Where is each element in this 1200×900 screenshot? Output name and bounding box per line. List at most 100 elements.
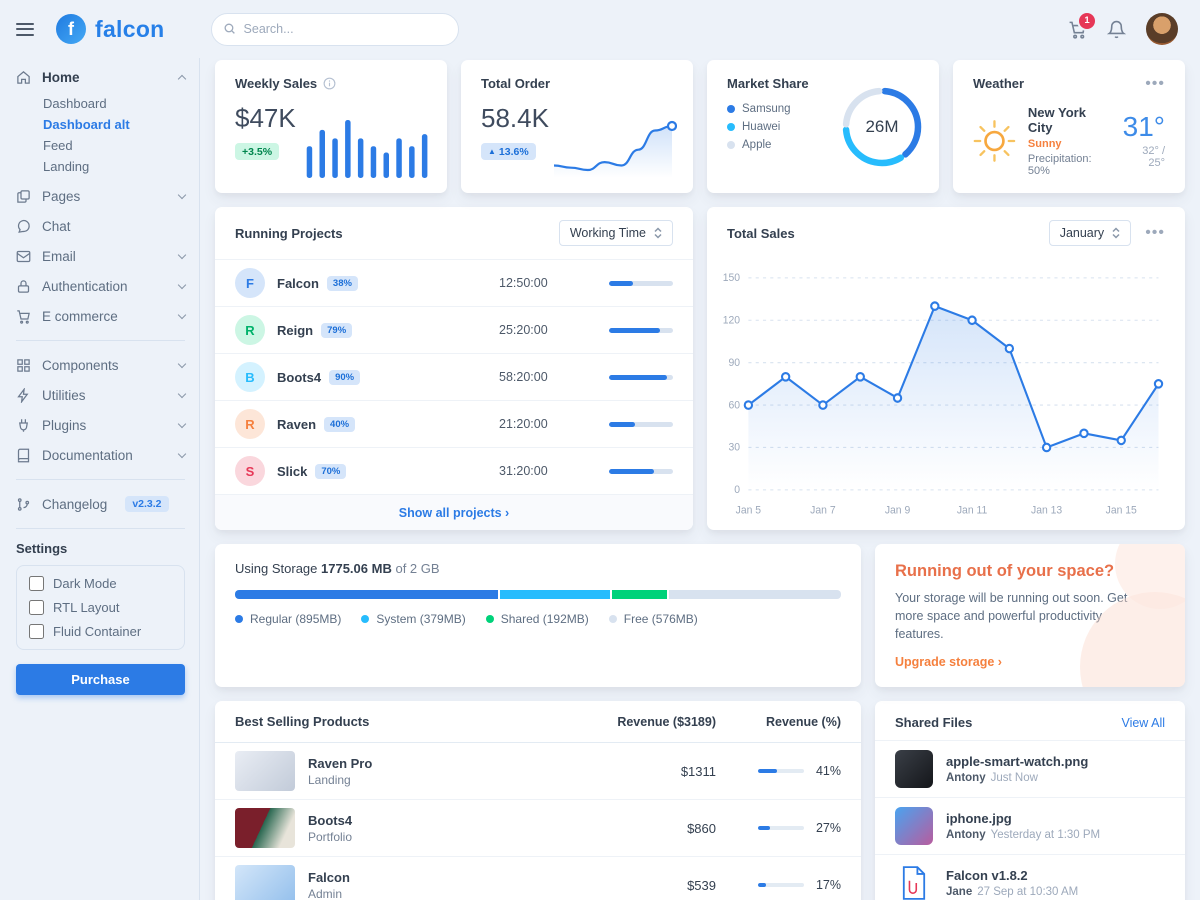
shared-files-card: Shared Files View All apple-smart-watch.… [875,701,1185,900]
weather-condition: Sunny [1027,138,1062,150]
pages-icon [17,189,30,203]
sidebar-item-dashboard[interactable]: Dashboard [43,96,107,111]
storage-legend: Regular (895MB) System (379MB) Shared (1… [235,612,841,626]
rtl-checkbox[interactable] [29,600,44,615]
legend-dot [485,615,494,623]
product-revenue: $539 [687,877,716,893]
menu-toggle-icon[interactable] [16,19,34,39]
project-time: 25:20:00 [499,323,548,337]
project-avatar: R [235,315,265,345]
upgrade-space-card: Running out of your space? Your storage … [875,544,1185,688]
product-row[interactable]: Falcon Admin $539 17% [215,857,861,900]
project-row[interactable]: F Falcon 38% 12:50:00 [215,259,693,306]
progress-badge: 38% [326,275,358,291]
product-row[interactable]: Boots4 Portfolio $860 27% [215,800,861,858]
project-row[interactable]: B Boots4 90% 58:20:00 [215,353,693,400]
fluid-checkbox[interactable] [29,624,44,639]
sidebar-item-documentation[interactable]: Documentation [16,440,187,470]
legend-dot [727,105,735,113]
sidebar-item-ecommerce[interactable]: E commerce [16,301,187,331]
view-all-link[interactable]: View All [1121,715,1165,730]
sidebar-item-components[interactable]: Components [16,350,187,380]
project-row[interactable]: R Raven 40% 21:20:00 [215,400,693,447]
show-all-projects-link[interactable]: Show all projects › [398,506,510,520]
revenue-pct: 27% [815,821,841,836]
total-sales-card: Total Sales January ••• 0 30 60 90 120 1… [707,207,1185,530]
svg-text:60: 60 [728,399,740,411]
market-share-legend: Samsung Huawei Apple [727,103,919,151]
svg-text:90: 90 [728,357,740,369]
user-avatar[interactable] [1146,13,1178,45]
svg-text:Jan 9: Jan 9 [885,504,911,516]
file-item[interactable]: Falcon v1.8.2 Jane 27 Sep at 10:30 AM [875,854,1185,900]
falcon-logo-icon: f [56,14,86,44]
weekly-sales-card: Weekly Sales $47K +3.5% [215,60,447,193]
project-time: 21:20:00 [499,417,548,431]
dark-mode-checkbox[interactable] [29,576,44,591]
divider [16,340,185,341]
project-avatar: B [235,362,265,392]
product-thumbnail [235,751,295,792]
sidebar-item-pages[interactable]: Pages [16,181,187,211]
storage-segment-system [499,590,612,599]
legend-dot [235,615,243,623]
card-menu-icon[interactable]: ••• [1145,74,1165,92]
weather-range: 32° / 25° [1142,145,1165,169]
month-select[interactable]: January [1048,220,1132,246]
progress-badge: 79% [321,322,353,338]
sidebar-item-authentication[interactable]: Authentication [16,271,187,301]
best-selling-card: Best Selling Products Revenue ($3189) Re… [215,701,861,900]
sun-icon [973,120,1016,162]
progress-bar [609,468,673,474]
search-input[interactable] [210,12,459,46]
sidebar-item-chat[interactable]: Chat [16,211,185,241]
changelog-branch-icon [17,497,30,511]
product-thumbnail [235,808,295,849]
project-row[interactable]: S Slick 70% 31:20:00 [215,447,693,494]
bell-icon [1107,20,1126,38]
dark-mode-toggle[interactable]: Dark Mode [29,576,172,591]
sidebar: Home Dashboard Dashboard alt Feed Landin… [0,58,200,900]
chat-icon [17,219,30,233]
card-menu-icon[interactable]: ••• [1145,224,1165,241]
info-icon[interactable] [323,77,336,90]
svg-text:Jan 11: Jan 11 [957,504,988,516]
version-badge: v2.3.2 [125,496,169,512]
chevrons-up-down-icon [1112,227,1120,239]
legend-dot [361,615,370,623]
upgrade-storage-link[interactable]: Upgrade storage › [895,655,1002,670]
sidebar-item-plugins[interactable]: Plugins [16,410,187,440]
brand-logo[interactable]: f falcon [56,14,165,44]
project-row[interactable]: R Reign 79% 25:20:00 [215,306,693,353]
file-item[interactable]: iphone.jpg Antony Yesterday at 1:30 PM [875,797,1185,854]
svg-text:120: 120 [723,314,740,326]
sidebar-item-home[interactable]: Home [16,62,187,92]
cart-button[interactable]: 1 [1068,12,1095,39]
product-row[interactable]: Raven Pro Landing $1311 41% [215,743,861,801]
total-sales-line-chart: 0 30 60 90 120 150 Jan 5 Jan 7 Jan 9 Jan 11 J… [707,259,1185,530]
sidebar-item-email[interactable]: Email [16,241,187,271]
sidebar-item-landing[interactable]: Landing [43,159,90,174]
file-item[interactable]: apple-smart-watch.png Antony Just Now [875,740,1185,797]
purchase-button[interactable]: Purchase [16,664,185,695]
weather-city: New York City [1027,105,1086,135]
fluid-container-toggle[interactable]: Fluid Container [29,624,172,639]
svg-text:Jan 5: Jan 5 [736,504,762,516]
progress-badge: 40% [324,416,356,432]
svg-text:150: 150 [723,272,740,284]
weather-temp: 31° [1122,111,1165,142]
sidebar-item-changelog[interactable]: Changelog v2.3.2 [16,489,185,519]
email-icon [16,250,31,262]
rtl-layout-toggle[interactable]: RTL Layout [29,600,172,615]
plugins-icon [19,418,28,432]
working-time-select[interactable]: Working Time [558,220,673,246]
progress-bar [609,421,673,427]
sidebar-item-utilities[interactable]: Utilities [16,380,187,410]
notifications-button[interactable] [1107,20,1126,39]
svg-text:Jan 15: Jan 15 [1106,504,1137,516]
sidebar-item-dashboard-alt[interactable]: Dashboard alt [43,117,130,132]
legend-dot [727,141,735,149]
sidebar-item-feed[interactable]: Feed [43,138,73,153]
home-icon [17,70,30,84]
chevron-down-icon [177,280,187,289]
